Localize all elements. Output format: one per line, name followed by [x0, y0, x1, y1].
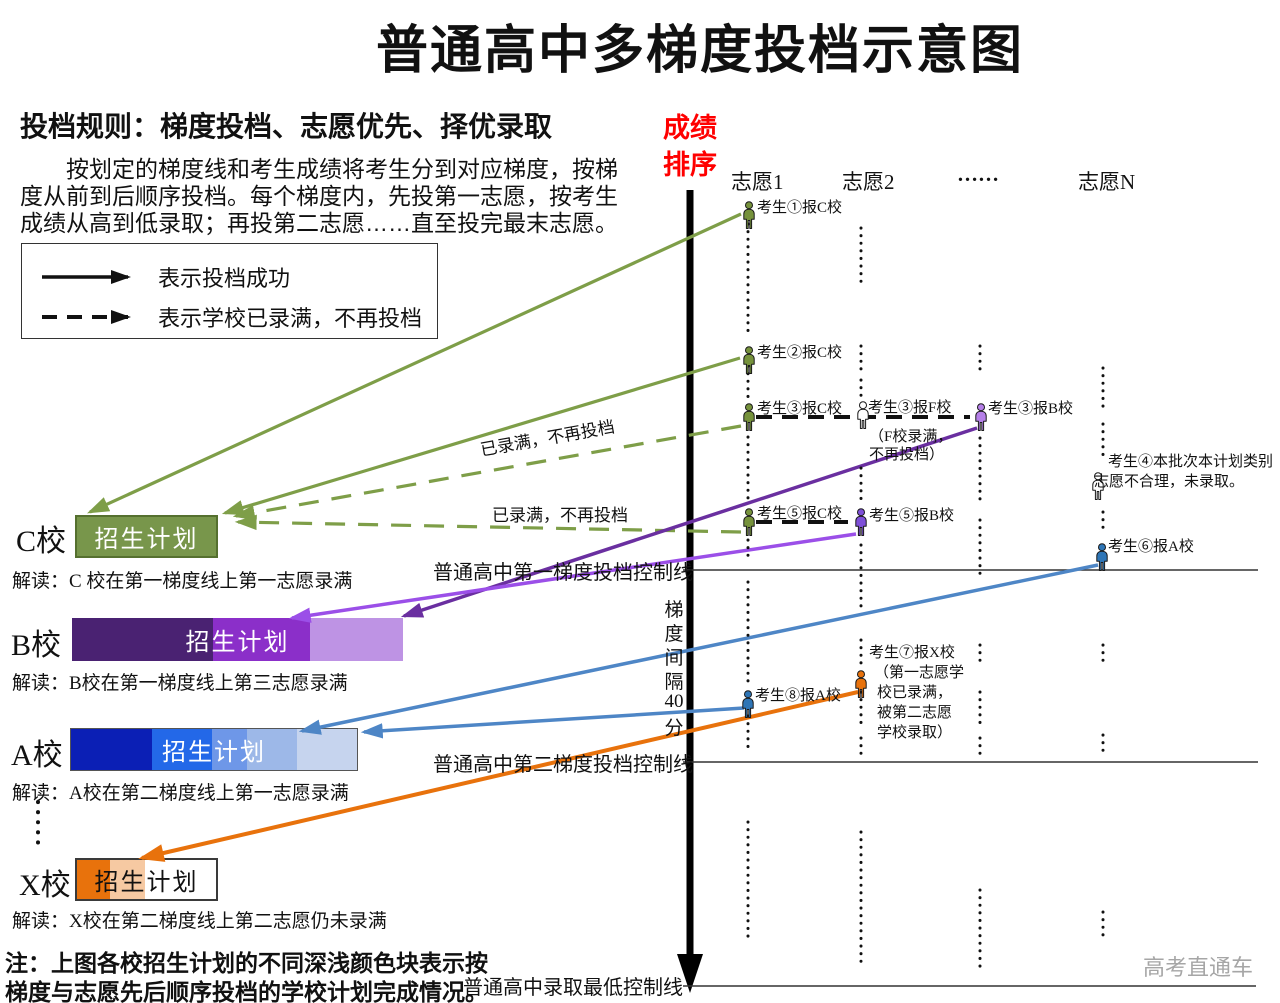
student-7-label-line1: 考生⑦报X校 [869, 645, 955, 661]
score-axis [677, 190, 703, 993]
rules-heading: 投档规则：梯度投档、志愿优先、择优录取 [20, 111, 553, 142]
student-4-note-line1: 考生④本批次本计划类别 [1108, 454, 1274, 470]
person-s5b-icon [855, 508, 867, 536]
school-b-note: 解读：B校在第一梯度线上第三志愿录满 [12, 673, 348, 694]
school-c-name: C校 [16, 525, 67, 558]
school-c-note: 解读：C 校在第一梯度线上第一志愿录满 [12, 571, 353, 592]
arrow-s3-to-school-b [400, 426, 978, 618]
school-a-name: A校 [11, 739, 63, 772]
school-b-plan-bar: 招生计划 [72, 618, 403, 661]
person-s2-icon [743, 346, 755, 374]
student-7-label-line3: 校已录满， [877, 685, 953, 701]
student-8-label: 考生⑧报A校 [755, 688, 841, 704]
score-axis-arrowhead [677, 954, 703, 993]
page-title: 普通高中多梯度投档示意图 [375, 22, 1024, 80]
gap-char-2: 度 [664, 624, 684, 645]
school-b-seg3 [310, 618, 403, 661]
student-5b-label: 考生⑤报B校 [869, 508, 955, 524]
student-5c-label: 考生⑤报C校 [757, 506, 843, 522]
person-s3f-icon [857, 401, 869, 429]
rules-line-3: 成绩从高到低录取；再投第二志愿……直至投完最末志愿。 [20, 210, 618, 236]
student-4-note-line2: 志愿不合理，未录取。 [1094, 474, 1245, 490]
school-a-plan-label: 招生计划 [162, 740, 266, 766]
arrow-s3-school-c-full-dashed [232, 424, 742, 521]
school-x-plan-label: 招生计划 [94, 870, 199, 896]
student-3b-label: 考生③报B校 [988, 401, 1074, 417]
gap-char-4: 隔 [664, 672, 684, 693]
legend-solid-arrow [42, 270, 131, 284]
school-a-plan-bar: 招生计划 [70, 728, 358, 771]
legend-dashed-label: 表示学校已录满，不再投档 [158, 306, 423, 331]
person-s3c-icon [743, 403, 755, 431]
legend-row-solid: 表示投档成功 [40, 261, 290, 293]
header-volunteer-2: 志愿2 [842, 170, 895, 194]
school-x-plan-bar: 招生计划 [75, 858, 218, 901]
student-6-label: 考生⑥报A校 [1108, 539, 1194, 555]
school-x-seg1 [77, 860, 110, 899]
school-x-seg2 [110, 860, 145, 899]
school-a-seg2 [152, 729, 213, 770]
arrow-s7-to-school-x [138, 690, 859, 862]
person-s8-icon [742, 690, 754, 718]
arrow-s8-to-school-a [360, 706, 745, 739]
school-b-seg1 [72, 618, 213, 661]
school-a-seg3 [212, 729, 247, 770]
header-volunteer-ellipsis: …… [957, 162, 999, 186]
lowest-control-line-label: 普通高中录取最低控制线 [463, 977, 683, 999]
person-s5c-icon [743, 508, 755, 536]
legend-box: 表示投档成功 表示学校已录满，不再投档 [21, 243, 438, 339]
student-3c-label: 考生③报C校 [757, 401, 843, 417]
student-3f-note-line1: （F校录满， [869, 429, 953, 445]
gap-char-1: 梯 [664, 600, 684, 621]
footnote-line1: 注：上图各校招生计划的不同深浅颜色块表示按 [5, 950, 488, 976]
school-a-seg4 [246, 729, 298, 770]
arrow-s2-to-school-c [221, 356, 741, 515]
school-c-plan-bar: 招生计划 [75, 515, 218, 558]
school-a-note: 解读：A校在第二梯度线上第一志愿录满 [12, 783, 349, 804]
score-sort-label-line2: 排序 [663, 150, 717, 180]
school-a-seg5 [297, 729, 357, 770]
student-7-label-line5: 学校录取） [877, 725, 953, 741]
rules-line-1: 按划定的梯度线和考生成绩将考生分到对应梯度，按梯 [66, 156, 618, 182]
legend-solid-label: 表示投档成功 [158, 266, 291, 291]
legend-dashed-arrow [42, 310, 131, 324]
student-3f-label: 考生③报F校 [868, 400, 952, 416]
gap-char-5: 40 [664, 691, 684, 712]
arrow-s6-to-school-a [298, 563, 1099, 735]
full-note-lower: 已录满，不再投档 [492, 506, 628, 525]
school-b-seg2 [213, 618, 310, 661]
student-3f-note-line2: 不再投档） [869, 447, 945, 463]
score-sort-label-line1: 成绩 [663, 113, 717, 143]
watermark: 高考直通车 [1143, 955, 1254, 980]
school-a-seg1 [71, 729, 153, 770]
legend-row-dashed: 表示学校已录满，不再投档 [40, 301, 422, 333]
arrow-s5-school-c-full-dashed [234, 514, 742, 534]
person-s6-icon [1096, 543, 1108, 571]
rules-line-2: 度从前到后顺序投档。每个梯度内，先投第一志愿，按考生 [20, 183, 618, 209]
student-7-label-line4: 被第二志愿 [877, 705, 953, 721]
first-gradient-line-label: 普通高中第一梯度投档控制线 [433, 562, 693, 584]
school-x-name: X校 [19, 869, 71, 902]
arrow-s1-to-school-c [86, 212, 742, 514]
student-7-label-line2: （第一志愿学 [874, 665, 965, 681]
arrow-s5-to-school-b [288, 532, 857, 623]
footnote-line2: 梯度与志愿先后顺序投档的学校计划完成情况。 [5, 979, 488, 1003]
gap-char-6: 分 [664, 718, 684, 739]
student-2-label: 考生②报C校 [757, 345, 843, 361]
school-c-plan-label: 招生计划 [94, 527, 199, 553]
header-volunteer-n: 志愿N [1078, 170, 1136, 194]
school-b-name: B校 [11, 629, 62, 662]
person-s3b-icon [975, 403, 987, 431]
school-x-note: 解读：X校在第二梯度线上第二志愿仍未录满 [12, 911, 387, 932]
header-volunteer-1: 志愿1 [731, 170, 784, 194]
student-1-label: 考生①报C校 [757, 200, 843, 216]
second-gradient-line-label: 普通高中第二梯度投档控制线 [433, 754, 693, 776]
gap-char-3: 间 [664, 648, 684, 669]
school-b-plan-label: 招生计划 [185, 630, 290, 656]
